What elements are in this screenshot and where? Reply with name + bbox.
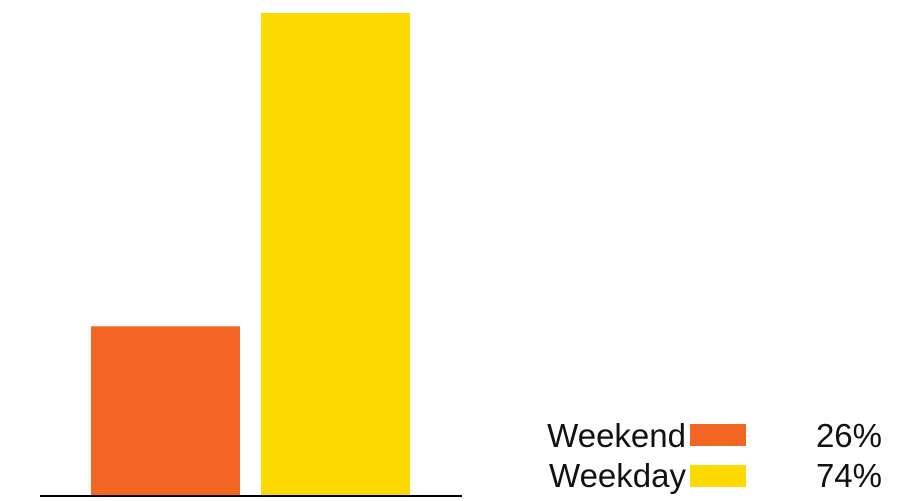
legend-label-weekday: Weekday: [549, 457, 686, 494]
bar-weekend: [91, 326, 240, 496]
legend-value-weekday: 74%: [816, 457, 882, 494]
legend: Weekend 26% Weekday 74%: [547, 417, 882, 494]
legend-value-weekend: 26%: [816, 417, 882, 454]
bars-group: [91, 13, 410, 496]
legend-swatch-weekend: [690, 424, 746, 446]
bar-weekday: [261, 13, 410, 496]
legend-swatch-weekday: [690, 465, 746, 487]
legend-label-weekend: Weekend: [547, 417, 686, 454]
